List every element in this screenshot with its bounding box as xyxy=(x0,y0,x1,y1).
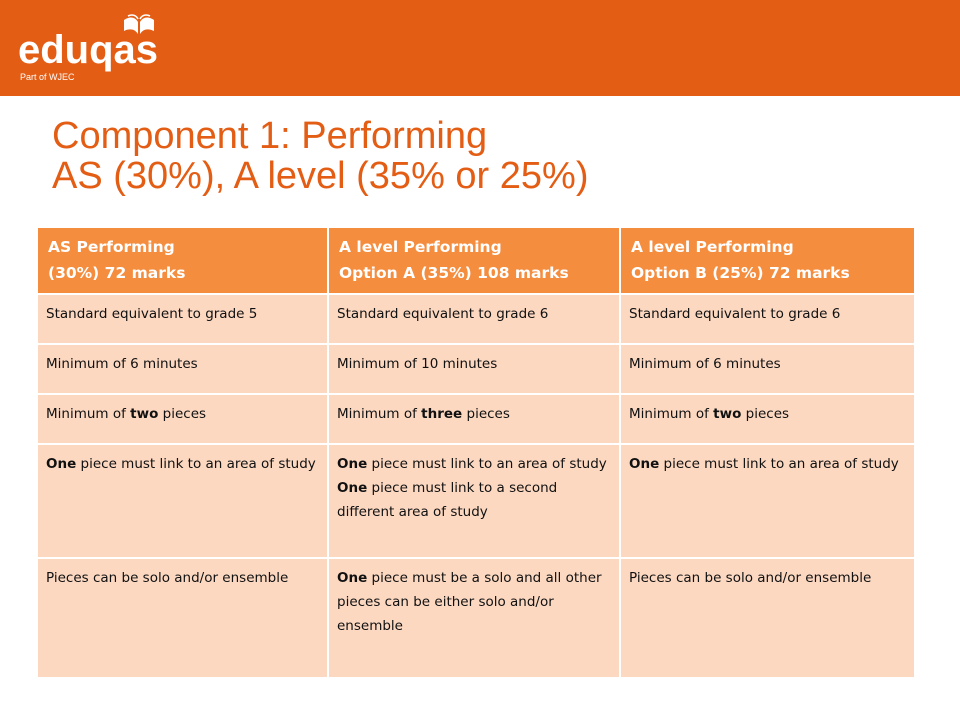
cell-text: piece must link to an area of study xyxy=(659,456,899,472)
cell-text: piece must link to an area of study xyxy=(76,456,316,472)
cell-emphasis: One xyxy=(337,480,368,496)
table-row: Minimum of two pieces Minimum of three p… xyxy=(38,394,914,445)
table-cell: Standard equivalent to grade 5 xyxy=(38,294,329,345)
logo-tagline: Part of WJEC xyxy=(20,72,75,82)
title-line-2: AS (30%), A level (35% or 25%) xyxy=(52,155,589,197)
cell-line: One piece must link to an area of study xyxy=(337,452,611,476)
table-cell: Standard equivalent to grade 6 xyxy=(328,294,621,345)
cell-emphasis: two xyxy=(130,406,159,422)
table-cell: Pieces can be solo and/or ensemble xyxy=(620,558,914,679)
header-line: (30%) 72 marks xyxy=(48,264,186,282)
cell-emphasis: One xyxy=(337,456,368,472)
table-cell: Minimum of two pieces xyxy=(38,394,329,445)
table-header-row: AS Performing (30%) 72 marks A level Per… xyxy=(38,228,914,295)
header-band: eduqas Part of WJEC xyxy=(0,0,960,96)
cell-emphasis: two xyxy=(713,406,742,422)
header-line: A level Performing xyxy=(339,238,502,256)
eduqas-logo: eduqas Part of WJEC xyxy=(18,14,158,84)
table-cell: Minimum of 10 minutes xyxy=(328,344,621,395)
table-cell: Standard equivalent to grade 6 xyxy=(620,294,914,345)
slide-title: Component 1: Performing AS (30%), A leve… xyxy=(52,116,588,196)
table-cell: Minimum of 6 minutes xyxy=(38,344,329,395)
header-line: Option B (25%) 72 marks xyxy=(631,264,850,282)
header-as-performing: AS Performing (30%) 72 marks xyxy=(38,228,329,295)
cell-emphasis: One xyxy=(46,456,77,472)
requirements-table: AS Performing (30%) 72 marks A level Per… xyxy=(38,228,914,679)
table-cell: One piece must link to an area of study xyxy=(620,444,914,559)
table-cell: Minimum of three pieces xyxy=(328,394,621,445)
cell-text: piece must be a solo and all other piece… xyxy=(337,570,602,634)
table-row: Minimum of 6 minutes Minimum of 10 minut… xyxy=(38,344,914,395)
table-cell: Minimum of 6 minutes xyxy=(620,344,914,395)
header-a-level-option-b: A level Performing Option B (25%) 72 mar… xyxy=(620,228,914,295)
header-line: AS Performing xyxy=(48,238,175,256)
cell-text: Minimum of xyxy=(46,406,131,422)
cell-emphasis: One xyxy=(337,570,368,586)
cell-text: pieces xyxy=(462,406,510,422)
table-row: Pieces can be solo and/or ensemble One p… xyxy=(38,558,914,679)
header-line: Option A (35%) 108 marks xyxy=(339,264,569,282)
cell-text: piece must link to a second different ar… xyxy=(337,480,558,520)
header-line: A level Performing xyxy=(631,238,794,256)
table-cell: One piece must link to an area of study xyxy=(38,444,329,559)
cell-text: pieces xyxy=(158,406,207,422)
table-row: Standard equivalent to grade 5 Standard … xyxy=(38,294,914,345)
cell-emphasis: three xyxy=(421,406,463,422)
table-cell: Minimum of two pieces xyxy=(620,394,914,445)
header-a-level-option-a: A level Performing Option A (35%) 108 ma… xyxy=(328,228,621,295)
open-book-icon xyxy=(124,14,154,34)
table-cell: One piece must be a solo and all other p… xyxy=(328,558,621,679)
logo-wordmark: eduqas xyxy=(18,28,159,72)
table-cell: One piece must link to an area of study … xyxy=(328,444,621,559)
cell-text: pieces xyxy=(741,406,790,422)
table-cell: Pieces can be solo and/or ensemble xyxy=(38,558,329,679)
cell-emphasis: One xyxy=(629,456,660,472)
cell-text: Minimum of xyxy=(629,406,714,422)
cell-text: Minimum of xyxy=(337,406,422,422)
table-row: One piece must link to an area of study … xyxy=(38,444,914,559)
cell-line: One piece must link to a second differen… xyxy=(337,476,611,524)
title-line-1: Component 1: Performing xyxy=(52,115,488,157)
cell-text: piece must link to an area of study xyxy=(367,456,607,472)
